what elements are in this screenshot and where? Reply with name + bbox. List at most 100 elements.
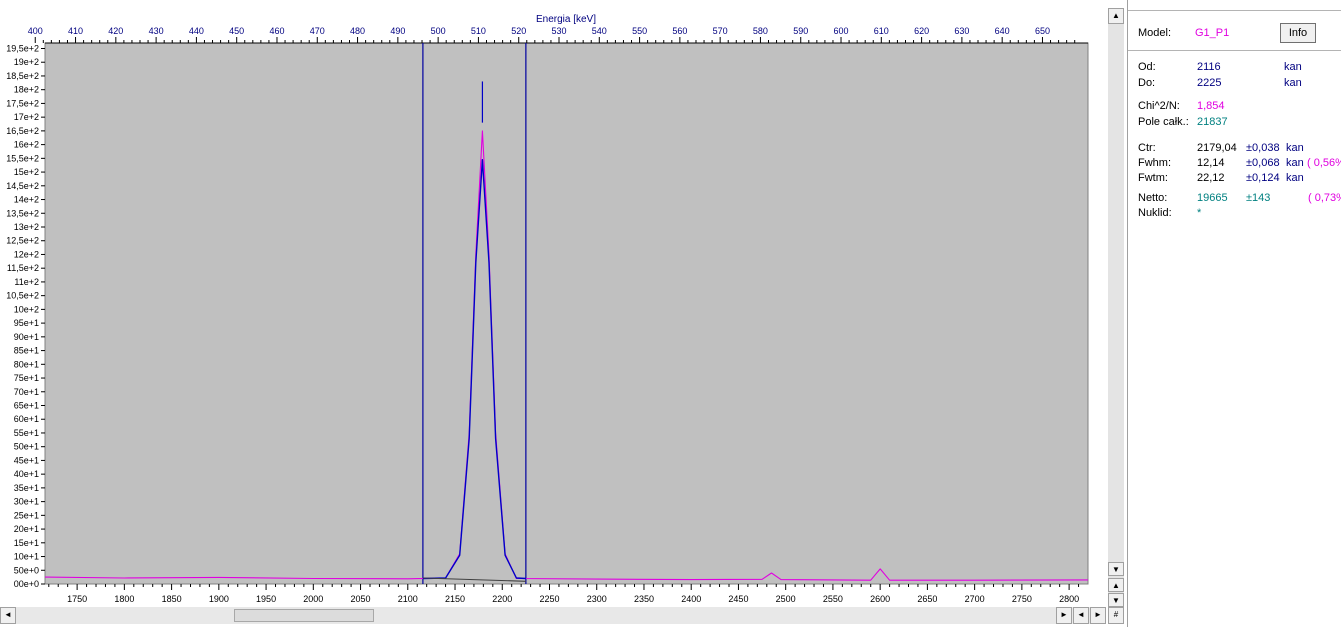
top-tick-label: 440: [189, 26, 204, 36]
y-tick-label: 17e+2: [14, 112, 39, 122]
top-axis-title: Energia [keV]: [536, 14, 596, 25]
x-axis-ticks: 1750 1800 1850 1900 1950 2000 2050 2100 2150 2200…: [48, 584, 1079, 604]
y-tick-label: 80e+1: [14, 359, 39, 369]
background-line: [422, 577, 526, 582]
fwhm-percent: ( 0,56%: [1307, 157, 1341, 169]
y-tick-label: 15e+2: [14, 167, 39, 177]
x-tick-label: 1950: [256, 594, 276, 604]
y-tick-label: 16e+2: [14, 140, 39, 150]
netto-percent: ( 0,73%: [1308, 192, 1341, 204]
od-value: 2116: [1197, 61, 1221, 73]
y-tick-label: 75e+1: [14, 373, 39, 383]
netto-value: 19665: [1197, 192, 1228, 204]
x-tick-label: 2350: [634, 594, 654, 604]
y-tick-label: 90e+1: [14, 332, 39, 342]
fwtm-error: ±0,124: [1246, 172, 1280, 184]
horizontal-scrollbar[interactable]: ◄ ►: [0, 607, 1104, 624]
x-tick-label: 2300: [587, 594, 607, 604]
scroll-down-button[interactable]: ▼: [1108, 562, 1124, 576]
y-tick-label: 11e+2: [14, 277, 39, 287]
y-tick-label: 12e+2: [14, 249, 39, 259]
top-tick-label: 480: [350, 26, 365, 36]
scroll-left-button[interactable]: ◄: [0, 607, 16, 624]
y-tick-label: 50e+1: [14, 442, 39, 452]
y-tick-label: 18e+2: [14, 85, 39, 95]
do-value: 2225: [1197, 77, 1222, 89]
x-tick-label: 2400: [681, 594, 701, 604]
y-tick-label: 00e+0: [14, 579, 39, 589]
y-tick-label: 95e+1: [14, 318, 39, 328]
scroll-thumb[interactable]: [234, 609, 374, 622]
spectrum-chart[interactable]: Energia [keV] 400 410 420 430 440 450 460 470 48…: [0, 0, 1105, 606]
y-tick-label: 14,5e+2: [6, 181, 39, 191]
y-tick-label: 10,5e+2: [6, 291, 39, 301]
top-tick-label: 410: [68, 26, 83, 36]
x-tick-label: 1800: [114, 594, 134, 604]
zoom-up-button[interactable]: ▲: [1108, 578, 1124, 592]
scroll-up-button[interactable]: ▲: [1108, 8, 1124, 24]
x-tick-label: 1900: [209, 594, 229, 604]
top-tick-label: 610: [874, 26, 889, 36]
do-unit: kan: [1284, 77, 1302, 89]
zoom-right-button[interactable]: ►: [1090, 607, 1106, 624]
x-tick-label: 2100: [398, 594, 418, 604]
fwtm-value: 22,12: [1197, 172, 1225, 184]
chart-marks: [44, 43, 1089, 584]
ctr-value: 2179,04: [1197, 142, 1237, 154]
x-tick-label: 2450: [728, 594, 748, 604]
plot-area[interactable]: [44, 42, 1089, 585]
pole-value: 21837: [1197, 116, 1228, 128]
vertical-scrollbar[interactable]: ▲ ▼ ▲ ▼: [1108, 8, 1124, 607]
x-tick-label: 2700: [965, 594, 985, 604]
fwhm-unit: kan: [1286, 157, 1304, 169]
top-tick-label: 530: [551, 26, 566, 36]
x-tick-label: 1750: [67, 594, 87, 604]
top-tick-label: 650: [1035, 26, 1050, 36]
y-tick-label: 85e+1: [14, 346, 39, 356]
top-tick-label: 430: [149, 26, 164, 36]
peak-fit-series: [422, 158, 526, 580]
fwhm-value: 12,14: [1197, 157, 1225, 169]
fwtm-label: Fwtm:: [1138, 172, 1168, 184]
top-tick-label: 550: [632, 26, 647, 36]
y-tick-label: 14e+2: [14, 195, 39, 205]
top-tick-label: 450: [229, 26, 244, 36]
y-tick-label: 30e+1: [14, 497, 39, 507]
y-tick-label: 12,5e+2: [6, 236, 39, 246]
top-tick-label: 590: [793, 26, 808, 36]
x-tick-label: 2600: [870, 594, 890, 604]
od-label: Od:: [1138, 61, 1156, 73]
y-axis-ticks: 00e+0 50e+0 10e+1 15e+1 20e+1 25e+1 30e+1 35e+1…: [6, 43, 45, 589]
netto-label: Netto:: [1138, 192, 1168, 204]
ctr-error: ±0,038: [1246, 142, 1280, 154]
pole-label: Pole całk.:: [1138, 116, 1189, 128]
scroll-right-button[interactable]: ►: [1056, 607, 1072, 624]
x-tick-label: 2500: [776, 594, 796, 604]
info-button[interactable]: Info: [1280, 23, 1316, 43]
peak-info-panel: Model: G1_P1 Info Od: 2116 kan Do: 2225 …: [1127, 0, 1341, 627]
od-unit: kan: [1284, 61, 1302, 73]
y-tick-label: 15e+1: [14, 538, 39, 548]
x-tick-label: 2650: [917, 594, 937, 604]
y-tick-label: 70e+1: [14, 387, 39, 397]
zoom-left-button[interactable]: ◄: [1073, 607, 1089, 624]
y-tick-label: 17,5e+2: [6, 98, 39, 108]
top-tick-label: 620: [914, 26, 929, 36]
x-tick-label: 2250: [539, 594, 559, 604]
nuklid-label: Nuklid:: [1138, 207, 1172, 219]
top-tick-label: 470: [310, 26, 325, 36]
top-tick-label: 560: [672, 26, 687, 36]
grid-toggle-button[interactable]: #: [1108, 607, 1124, 624]
zoom-down-button[interactable]: ▼: [1108, 593, 1124, 607]
top-tick-label: 500: [431, 26, 446, 36]
top-tick-label: 570: [713, 26, 728, 36]
x-tick-label: 2150: [445, 594, 465, 604]
ctr-label: Ctr:: [1138, 142, 1156, 154]
model-value: G1_P1: [1195, 27, 1230, 39]
x-tick-label: 2750: [1012, 594, 1032, 604]
top-axis-ticks: 400 410 420 430 440 450 460 470 480 490 500 510 520 5…: [28, 26, 1088, 44]
x-tick-label: 2000: [303, 594, 323, 604]
ctr-unit: kan: [1286, 142, 1304, 154]
y-tick-label: 10e+2: [14, 304, 39, 314]
top-tick-label: 540: [592, 26, 607, 36]
